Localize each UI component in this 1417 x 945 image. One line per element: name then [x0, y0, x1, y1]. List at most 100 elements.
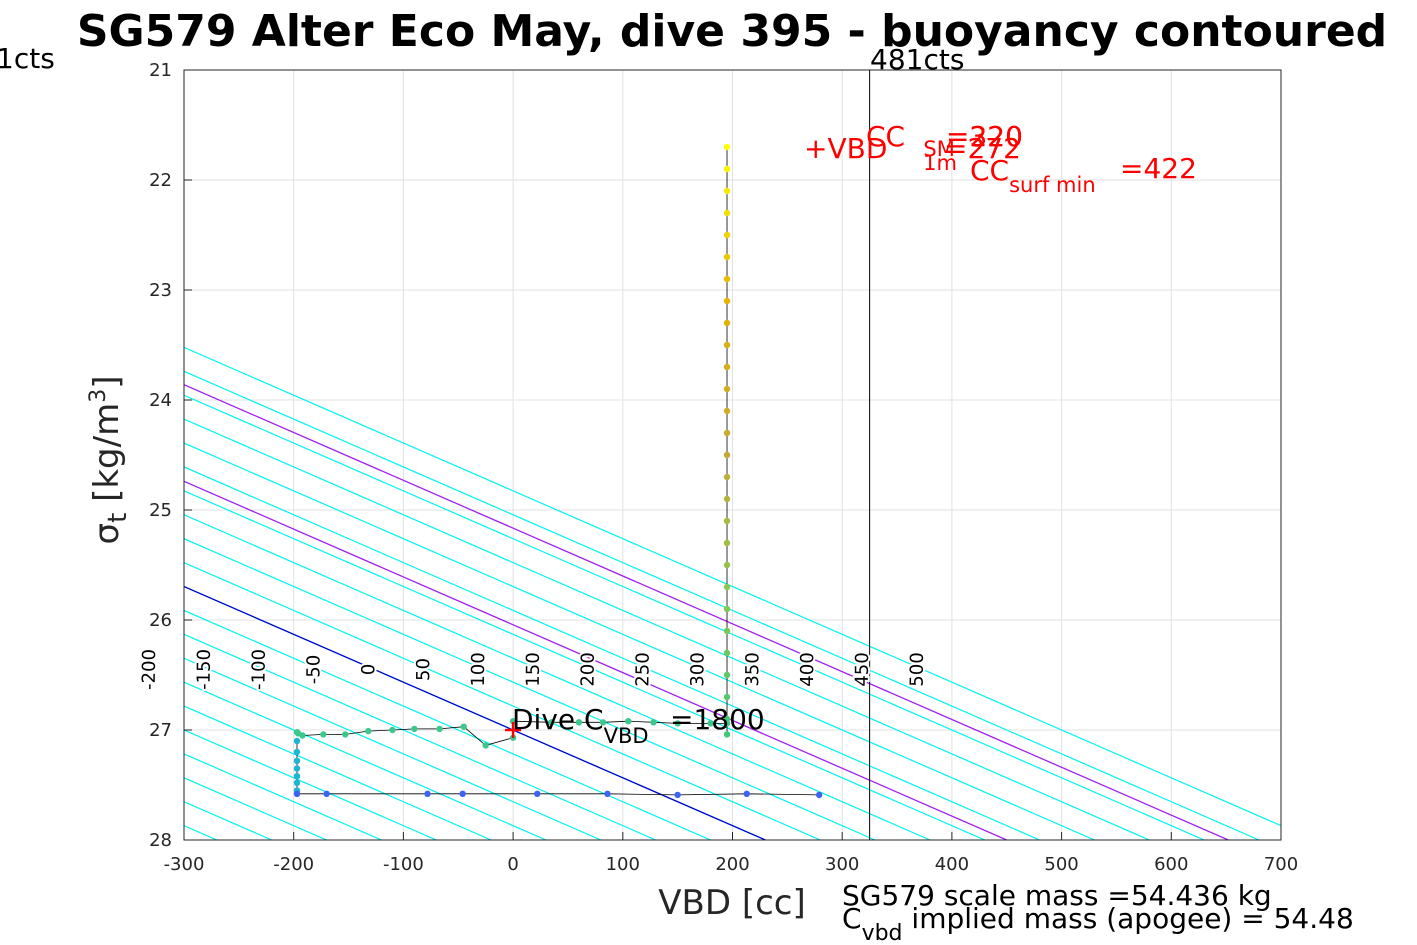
contour-line: [184, 514, 931, 840]
contour-label: 200: [578, 652, 599, 687]
data-point: [723, 209, 731, 217]
dive-main: Dive C: [512, 703, 604, 736]
data-point: [320, 731, 327, 738]
data-point: [293, 790, 301, 797]
y-label-sub: t: [103, 513, 133, 523]
data-point: [723, 517, 731, 525]
y-tick-label: 24: [149, 390, 172, 411]
contour-line: [184, 346, 1281, 827]
y-tick-label: 23: [149, 280, 172, 301]
data-point: [674, 791, 681, 799]
data-point: [436, 725, 443, 733]
contour-line: [184, 681, 547, 840]
data-point: [723, 451, 731, 459]
svg-text:Dive CVBD: Dive CVBD: [512, 703, 649, 748]
contour-label: 350: [742, 652, 763, 687]
contour-label: 400: [797, 652, 818, 687]
contour-label: 0: [358, 664, 379, 676]
contour-label: 450: [852, 652, 873, 687]
cc-value: =220: [946, 120, 1023, 153]
reference-line: [184, 480, 1008, 840]
data-point: [723, 495, 731, 503]
data-point: [293, 757, 301, 764]
contour-line: [184, 609, 711, 840]
data-point: [723, 297, 731, 305]
y-tick-label: 26: [149, 610, 172, 631]
contour-line: [184, 705, 492, 840]
contour-line: [184, 657, 602, 840]
data-point: [723, 720, 731, 727]
data-point: [625, 718, 632, 725]
x-tick-label: -100: [383, 854, 424, 875]
contour-label: 100: [468, 652, 489, 687]
dive-data-series: [293, 143, 823, 799]
annotation-vbd: +VBD SM =272: [804, 132, 1021, 165]
mass-line-1: SG579 scale mass =54.436 kg: [842, 879, 1272, 912]
annotation-cc: CC 1m =220 =320: [866, 120, 1023, 175]
data-point: [723, 407, 731, 415]
contour-line: [0, 70, 52, 840]
data-point: [723, 583, 731, 591]
contour-line: [184, 370, 1260, 840]
data-point: [723, 539, 731, 547]
data-point: [723, 429, 731, 437]
data-point: [293, 737, 301, 745]
data-point: [293, 729, 301, 736]
data-point: [723, 671, 731, 679]
data-point: [293, 779, 301, 786]
data-point: [723, 341, 731, 349]
contour-label: 250: [632, 652, 653, 687]
annotation-dive: Dive CVBD =1800: [512, 703, 765, 748]
vbd-value: =272: [944, 132, 1021, 165]
data-point: [534, 790, 541, 797]
svg-text:CCsurf min: CCsurf min: [970, 154, 1096, 197]
reference-lines: [184, 70, 1229, 840]
y-label-close: ]: [87, 376, 127, 389]
contour-line: [184, 490, 986, 840]
data-point: [723, 275, 731, 283]
data-point: [650, 719, 657, 726]
data-point: [723, 363, 731, 371]
data-point: [723, 385, 731, 393]
data-point: [723, 627, 731, 635]
x-tick-label: -200: [273, 854, 314, 875]
contour-line: [184, 418, 1150, 840]
x-tick-label: 300: [825, 854, 859, 875]
contour-line: [0, 70, 162, 840]
data-point: [599, 719, 607, 726]
dive-sub: VBD: [604, 724, 649, 748]
surf-value: =422: [1120, 152, 1197, 185]
reference-line: [184, 585, 766, 840]
data-point: [723, 143, 731, 151]
data-point: [293, 773, 301, 780]
surf-main: CC: [970, 154, 1009, 187]
contour-label: -100: [248, 649, 269, 690]
data-point: [723, 231, 731, 239]
y-tick-label: 27: [149, 720, 172, 741]
data-point: [815, 791, 823, 799]
data-point: [723, 473, 731, 481]
contour-label: 50: [413, 658, 434, 681]
data-point: [723, 561, 731, 569]
dive-value: =1800: [670, 703, 765, 736]
y-label-sup: 3: [86, 389, 111, 403]
x-tick-label: 500: [1044, 854, 1078, 875]
x-tick-label: 100: [606, 854, 640, 875]
reference-line: [184, 383, 1229, 840]
contour-label: 300: [687, 652, 708, 687]
data-point: [723, 319, 731, 327]
svg-text:Cvbd implied mass (apogee) = 5: Cvbd implied mass (apogee) = 54.48: [842, 902, 1354, 945]
data-point: [293, 765, 301, 772]
contour-label: -150: [194, 649, 215, 690]
y-tick-label: 28: [149, 830, 172, 851]
data-point: [293, 748, 301, 756]
data-point: [723, 649, 731, 657]
vbd-main: +VBD: [804, 132, 887, 165]
data-point: [424, 790, 431, 797]
data-point: [674, 720, 681, 727]
data-point: [509, 718, 517, 725]
contour-line: [184, 442, 1095, 840]
annotation-surf: CCsurf min =422: [970, 152, 1197, 197]
